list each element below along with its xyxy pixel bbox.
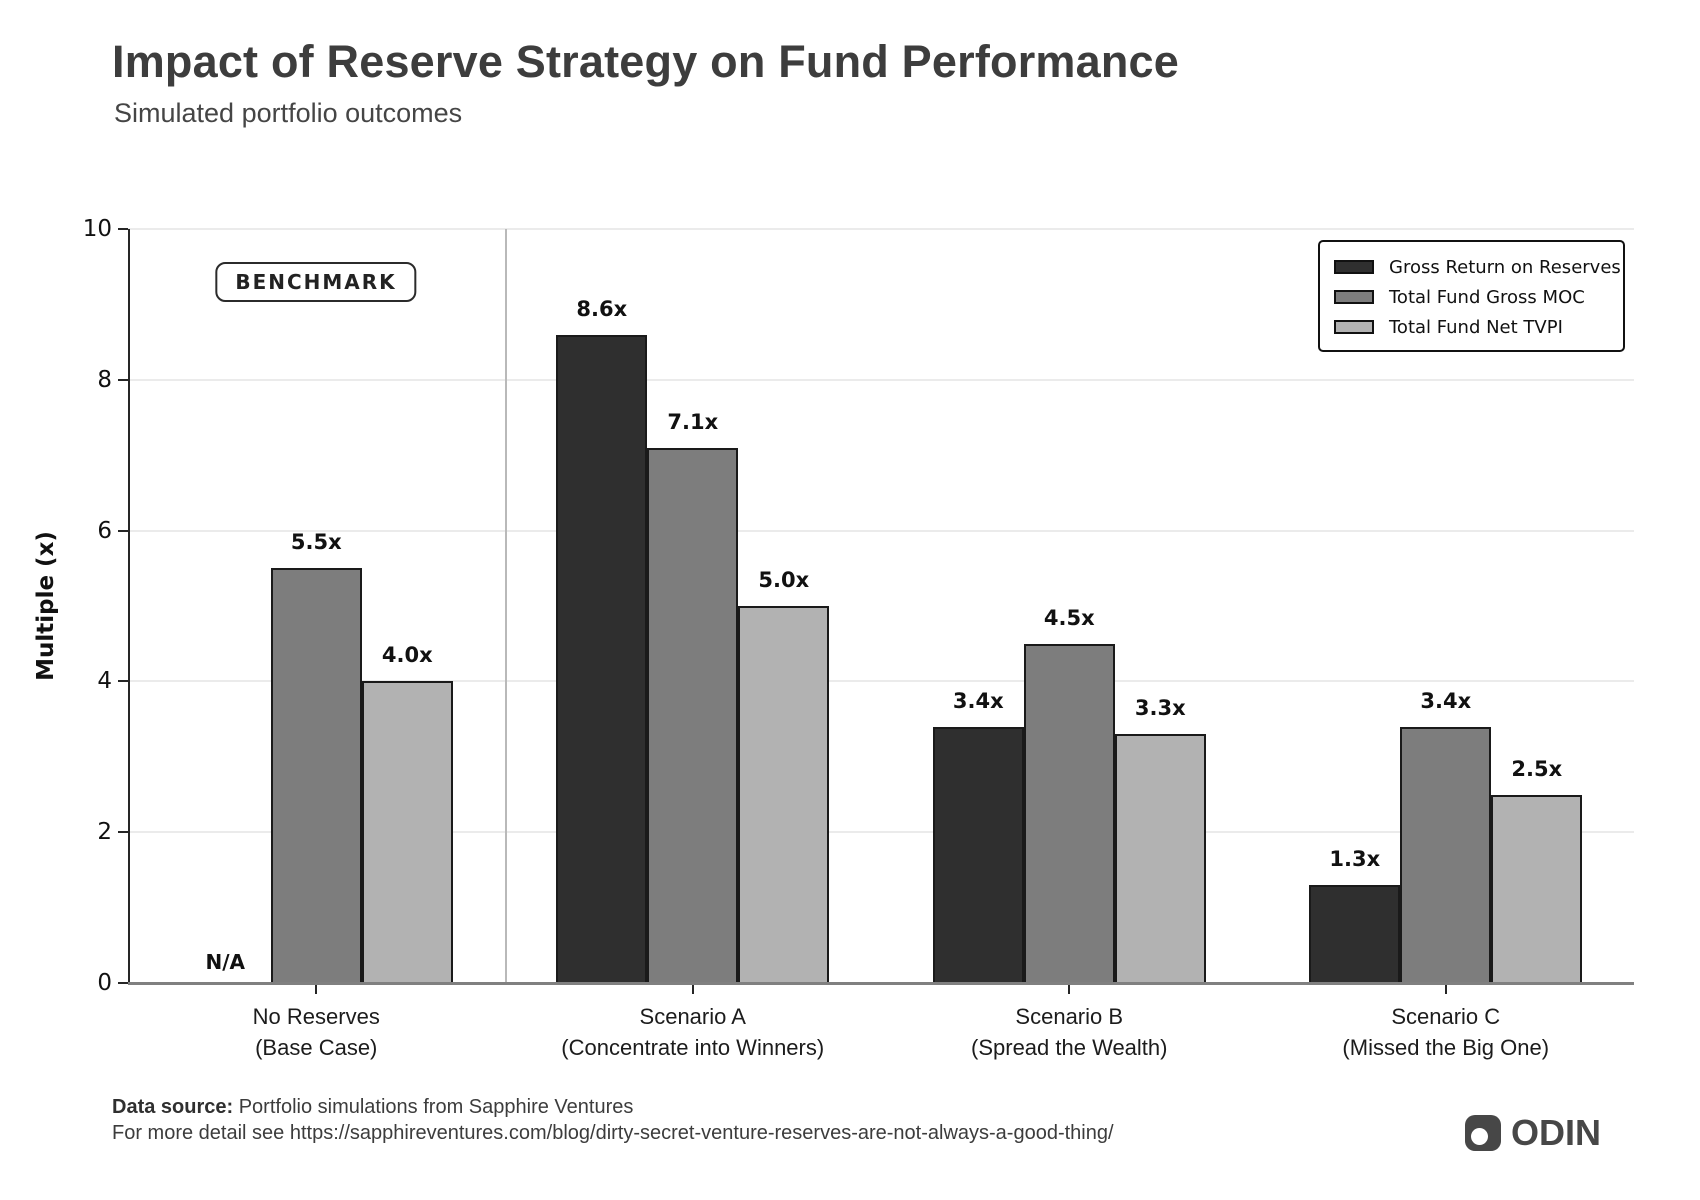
x-tick-mark <box>1444 985 1447 994</box>
footer-detail-line: For more detail see https://sapphirevent… <box>112 1122 1114 1144</box>
bar <box>270 568 362 983</box>
bar <box>1023 643 1115 983</box>
bar <box>1491 794 1583 983</box>
bar-value-label: 4.0x <box>381 643 433 668</box>
bar-value-label: 3.4x <box>1420 688 1472 713</box>
legend-item: Total Fund Gross MOC <box>1334 282 1611 312</box>
x-category-label: No Reserves (Base Case) <box>253 1001 380 1063</box>
bar-value-label: 3.3x <box>1134 696 1186 721</box>
bar <box>1114 734 1206 983</box>
bar-missing-label: N/A <box>205 950 246 974</box>
y-tick-label: 10 <box>82 216 112 242</box>
gridline <box>128 378 1634 381</box>
bar <box>647 447 739 983</box>
footer-source-line: Data source: Portfolio simulations from … <box>112 1094 1114 1120</box>
gridline <box>128 831 1634 834</box>
y-tick-mark <box>118 529 128 532</box>
y-tick-mark <box>118 378 128 381</box>
x-category-label: Scenario A (Concentrate into Winners) <box>561 1001 824 1063</box>
legend-swatch <box>1334 320 1374 334</box>
legend: Gross Return on Reserves Total Fund Gross… <box>1318 240 1625 352</box>
gridline <box>128 529 1634 532</box>
bar-value-label: 5.0x <box>758 568 810 592</box>
bar <box>361 681 453 983</box>
x-category-label-line: (Missed the Big One) <box>1342 1035 1550 1060</box>
x-tick-mark <box>691 985 694 994</box>
bar <box>738 606 830 983</box>
legend-label: Total Fund Gross MOC <box>1389 286 1585 308</box>
gridline <box>128 680 1634 683</box>
x-tick-mark <box>1068 985 1071 994</box>
x-axis-line <box>128 982 1634 985</box>
odin-logo: ODIN <box>1465 1112 1601 1154</box>
y-tick-label: 4 <box>97 668 112 695</box>
legend-label: Total Fund Net TVPI <box>1389 316 1563 338</box>
bar-value-label: 7.1x <box>667 409 719 434</box>
x-category-label: Scenario B (Spread the Wealth) <box>971 1001 1167 1063</box>
gridline <box>128 228 1634 230</box>
x-category-label-line: (Base Case) <box>255 1035 378 1060</box>
y-tick-label: 2 <box>97 819 112 846</box>
bar <box>1309 884 1401 983</box>
legend-label: Gross Return on Reserves <box>1389 256 1621 278</box>
footer-source-text: Portfolio simulations from Sapphire Vent… <box>233 1096 634 1118</box>
bar-value-label: 1.3x <box>1329 846 1381 871</box>
x-category-label-line: (Concentrate into Winners) <box>561 1035 825 1060</box>
y-axis-line <box>128 229 130 985</box>
bar <box>932 726 1024 983</box>
legend-swatch <box>1334 290 1374 304</box>
legend-item: Total Fund Net TVPI <box>1334 312 1611 342</box>
bar <box>556 334 648 983</box>
y-tick-mark <box>118 680 128 683</box>
benchmark-badge: BENCHMARK <box>215 262 417 302</box>
legend-swatch <box>1334 260 1374 274</box>
bar-value-label: 2.5x <box>1511 756 1563 781</box>
y-tick-label: 6 <box>97 517 112 544</box>
footer-source-label: Data source: <box>112 1096 234 1118</box>
odin-logo-dot <box>1471 1128 1488 1145</box>
x-category-label-line: (Spread the Wealth) <box>971 1035 1168 1060</box>
x-category-label: Scenario C (Missed the Big One) <box>1342 1001 1549 1063</box>
footer: Data source: Portfolio simulations from … <box>112 1094 1114 1146</box>
x-category-label-line: No Reserves <box>252 1004 380 1029</box>
x-category-label-line: Scenario A <box>639 1004 746 1029</box>
bar-value-label: 3.4x <box>952 688 1004 713</box>
chart-subtitle: Simulated portfolio outcomes <box>114 98 463 128</box>
y-tick-mark <box>118 228 128 230</box>
chart-title: Impact of Reserve Strategy on Fund Perfo… <box>112 36 1179 87</box>
x-category-label-line: Scenario C <box>1391 1004 1501 1029</box>
y-tick-mark <box>118 831 128 834</box>
legend-item: Gross Return on Reserves <box>1334 252 1621 282</box>
bar <box>1400 726 1492 983</box>
benchmark-divider <box>504 229 507 983</box>
odin-logo-text: ODIN <box>1511 1112 1601 1153</box>
x-tick-mark <box>315 985 318 994</box>
x-category-label-line: Scenario B <box>1015 1004 1124 1029</box>
bar-value-label: 8.6x <box>576 296 628 321</box>
y-tick-label: 8 <box>97 366 112 393</box>
y-tick-mark <box>118 982 128 984</box>
bar-value-label: 5.5x <box>290 530 342 555</box>
odin-logo-icon <box>1465 1115 1501 1151</box>
bar-value-label: 4.5x <box>1043 605 1095 630</box>
y-tick-label: 0 <box>97 970 112 996</box>
